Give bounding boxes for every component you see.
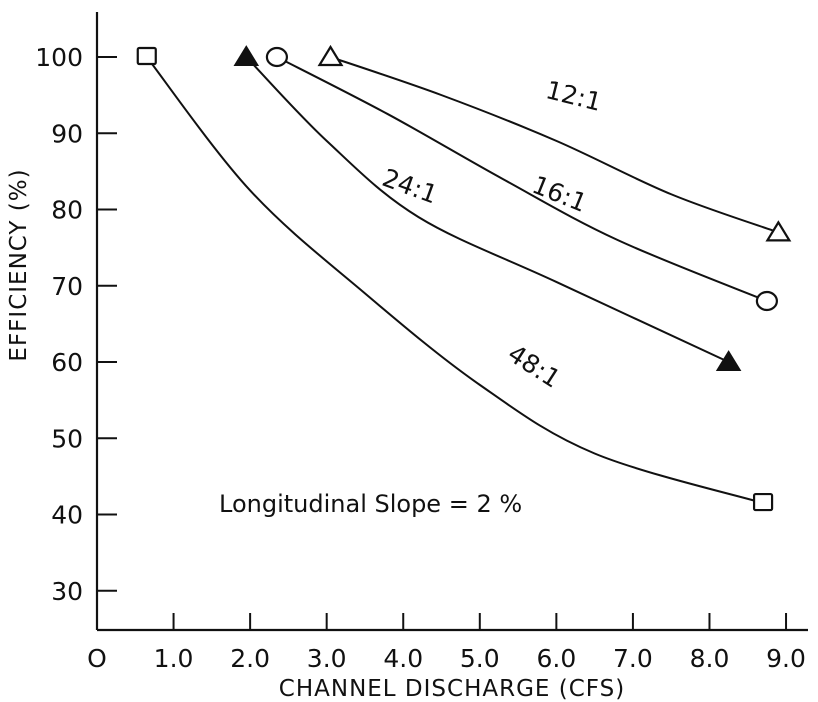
marker-open-circle xyxy=(265,46,289,68)
series-labels: 12:116:124:148:1 xyxy=(379,75,605,394)
series-label: 24:1 xyxy=(379,163,442,209)
series-curves xyxy=(145,56,779,505)
axes xyxy=(95,12,808,632)
y-tick-label: 70 xyxy=(51,272,83,301)
x-tick-label: 8.0 xyxy=(690,644,730,673)
series-line xyxy=(330,56,779,234)
x-tick-label: 7.0 xyxy=(613,644,653,673)
x-tick-label: 4.0 xyxy=(383,644,423,673)
series-markers xyxy=(136,44,792,512)
series-line xyxy=(245,56,730,363)
y-tick-label: 100 xyxy=(35,43,83,72)
series-line xyxy=(145,56,764,505)
marker-open-triangle xyxy=(765,220,792,242)
series-line xyxy=(276,56,768,302)
marker-open-square xyxy=(136,46,157,66)
slope-annotation: Longitudinal Slope = 2 % xyxy=(219,490,522,518)
x-tick-label: 6.0 xyxy=(536,644,576,673)
x-tick-label: 2.0 xyxy=(230,644,270,673)
y-axis-title: EFFICIENCY (%) xyxy=(6,168,32,361)
x-axis-title: CHANNEL DISCHARGE (CFS) xyxy=(279,676,625,702)
series-label: 12:1 xyxy=(543,75,604,117)
y-tick-label: 80 xyxy=(51,196,83,225)
x-tick-label: 1.0 xyxy=(154,644,194,673)
marker-open-triangle xyxy=(317,44,344,67)
marker-filled-triangle xyxy=(233,45,260,66)
marker-filled-triangle xyxy=(715,350,742,371)
marker-open-circle xyxy=(755,290,779,312)
marker-open-square xyxy=(752,492,774,512)
x-tick-label: 9.0 xyxy=(766,644,806,673)
y-tick-label: 90 xyxy=(51,119,83,148)
y-tick-label: 60 xyxy=(51,348,83,377)
y-tick-label: 30 xyxy=(51,577,83,606)
y-tick-label: 50 xyxy=(51,424,83,453)
x-ticks: O 1.0 2.0 3.0 4.0 5.0 6.0 7.0 8.0 9.0 xyxy=(87,613,806,673)
x-tick-label: 5.0 xyxy=(460,644,500,673)
y-ticks: 30 40 50 60 70 80 90 100 xyxy=(35,43,117,606)
series-label: 48:1 xyxy=(503,339,566,394)
x-tick-label: 3.0 xyxy=(307,644,347,673)
y-tick-label: 40 xyxy=(51,501,83,530)
x-tick-label: O xyxy=(87,644,107,673)
